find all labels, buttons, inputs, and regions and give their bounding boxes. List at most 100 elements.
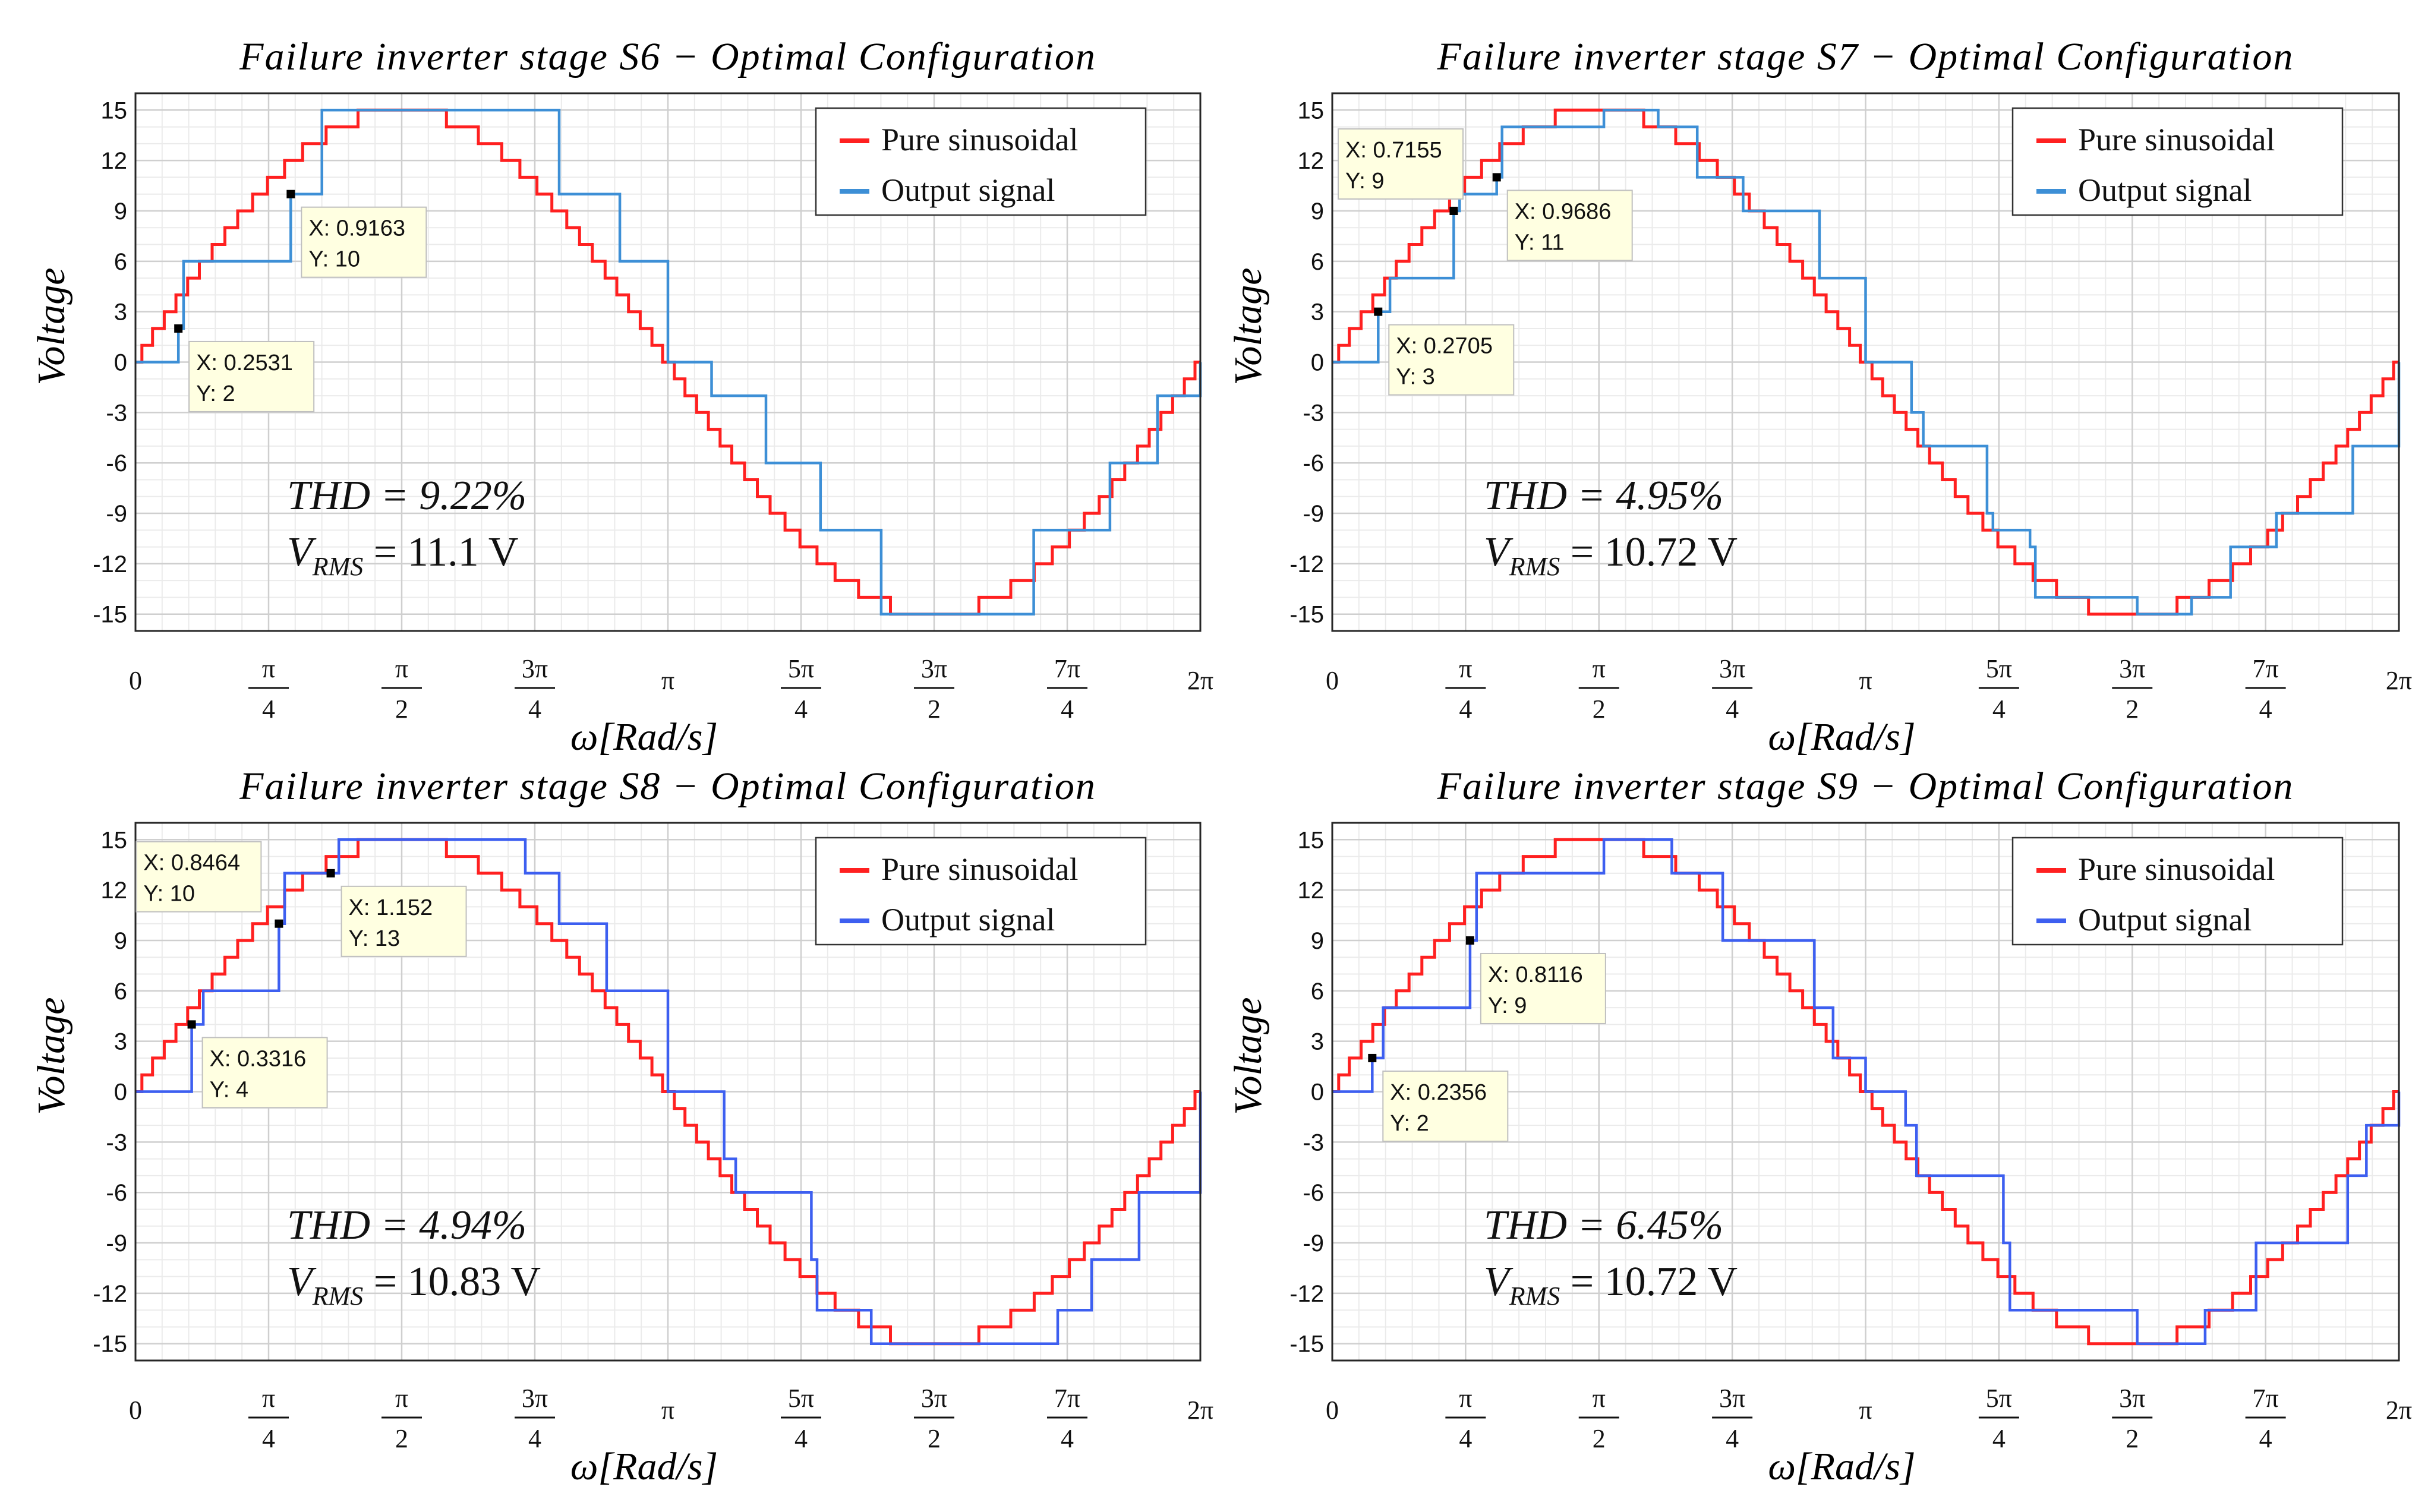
datatip-marker	[275, 919, 283, 928]
datatip[interactable]: X: 0.9686 Y: 11	[1492, 173, 1633, 261]
legend-box	[2011, 837, 2344, 946]
x-tick-label: 0	[1326, 1396, 1339, 1425]
datatip[interactable]: X: 1.152 Y: 13	[326, 869, 467, 957]
legend-entry: Pure sinusoidal	[881, 122, 1079, 157]
vrms-label: VRMS = 10.72 V	[1484, 1259, 1738, 1311]
datatip-y: Y: 2	[1390, 1111, 1429, 1136]
datatip-box	[1338, 128, 1464, 200]
y-tick-label: -9	[106, 1230, 127, 1257]
x-axis-label: ω[Rad/s]	[570, 1445, 718, 1488]
legend-entry: Pure sinusoidal	[2078, 122, 2275, 157]
x-tick-label: 4	[1459, 695, 1472, 724]
legend-box	[815, 837, 1147, 946]
chart-title: Failure inverter stage S8 − Optimal Conf…	[239, 765, 1096, 808]
y-axis-label: Voltage	[30, 268, 73, 386]
vrms-subscript: RMS	[312, 552, 364, 581]
annotation: THD = 6.45% VRMS = 10.72 V	[1484, 1202, 1738, 1311]
datatip-x: X: 0.3316	[210, 1046, 307, 1071]
datatip[interactable]: X: 0.9163 Y: 10	[286, 190, 427, 278]
datatip-x: X: 0.8116	[1488, 962, 1583, 987]
x-tick-label: π	[1593, 1384, 1606, 1413]
x-tick-label: 4	[1061, 695, 1074, 724]
y-tick-label: 9	[114, 198, 127, 225]
y-tick-label: -15	[1289, 602, 1324, 628]
datatip[interactable]: X: 0.8464 Y: 10	[135, 841, 283, 928]
y-tick-label: -3	[1303, 400, 1324, 426]
vrms-symbol: V	[287, 1259, 317, 1305]
y-tick-label: 15	[101, 827, 128, 853]
x-tick-label: 0	[129, 666, 142, 695]
y-tick-label: -12	[93, 1281, 127, 1307]
y-tick-label: -9	[1303, 1230, 1324, 1257]
datatip[interactable]: X: 0.3316 Y: 4	[187, 1020, 328, 1109]
y-axis-label: Voltage	[1226, 998, 1270, 1115]
x-tick-label: 2	[395, 695, 408, 724]
y-tick-label: 15	[1298, 827, 1325, 853]
y-tick-label: -6	[106, 450, 127, 476]
legend-entry: Output signal	[2078, 172, 2252, 208]
x-tick-label: 3π	[1719, 1384, 1745, 1413]
datatip-x: X: 0.8464	[143, 851, 240, 876]
y-tick-label: 6	[114, 249, 127, 275]
datatip[interactable]: X: 0.8116 Y: 9	[1465, 936, 1606, 1024]
datatip-marker	[1465, 936, 1474, 945]
y-tick-label: -15	[1289, 1331, 1324, 1358]
legend-entry: Output signal	[2078, 902, 2252, 937]
datatip[interactable]: X: 0.2356 Y: 2	[1368, 1053, 1509, 1142]
datatip-x: X: 0.2356	[1390, 1080, 1487, 1105]
datatip-box	[201, 1037, 328, 1109]
datatip-box	[301, 206, 427, 278]
vrms-symbol: V	[287, 529, 317, 575]
x-tick-label: π	[1459, 1384, 1472, 1413]
x-tick-label: 3π	[921, 1384, 947, 1413]
datatip[interactable]: X: 0.7155 Y: 9	[1338, 128, 1464, 215]
x-tick-label: 2π	[1187, 666, 1213, 695]
datatip-box	[1382, 1070, 1509, 1142]
x-tick-label: 5π	[788, 1384, 814, 1413]
annotation: THD = 4.94% VRMS = 10.83 V	[287, 1202, 541, 1311]
datatip-y: Y: 3	[1396, 365, 1435, 390]
y-tick-label: -12	[1289, 551, 1324, 577]
y-tick-label: 9	[114, 928, 127, 954]
datatip-box	[1506, 190, 1633, 261]
x-tick-label: 4	[262, 695, 275, 724]
x-tick-label: 4	[2259, 695, 2272, 724]
y-tick-label: 0	[114, 1079, 127, 1106]
datatip-x: X: 0.2531	[196, 351, 293, 375]
x-tick-label: π	[1593, 654, 1606, 683]
y-tick-label: 12	[1298, 148, 1325, 174]
datatip-marker	[1449, 206, 1458, 215]
x-tick-label: 2π	[1187, 1396, 1213, 1425]
x-tick-label: 4	[1459, 1424, 1472, 1453]
datatip-marker	[286, 190, 295, 198]
datatip-y: Y: 10	[143, 882, 195, 907]
thd-label: THD = 9.22%	[287, 473, 526, 519]
legend: Pure sinusoidal Output signal	[2011, 837, 2344, 946]
legend-entry: Pure sinusoidal	[881, 851, 1079, 887]
x-tick-label: 2	[2126, 695, 2139, 724]
y-tick-label: 3	[1311, 1029, 1324, 1055]
x-tick-label: 2π	[2386, 1396, 2412, 1425]
y-tick-label: 9	[1311, 928, 1324, 954]
x-tick-label: 0	[1326, 666, 1339, 695]
y-tick-label: 15	[101, 97, 128, 124]
chart-panel-2: 15 12 9 6 3 0 -3 -6 -9 -12 -15 0 π 4 π 2 3π 4 π 5π 4 3π 2 7π 4 2π…	[1226, 35, 2412, 759]
vrms-symbol: V	[1484, 1259, 1514, 1305]
x-tick-label: 4	[528, 1424, 541, 1453]
annotation: THD = 4.95% VRMS = 10.72 V	[1484, 473, 1738, 581]
x-tick-label: 3π	[2119, 654, 2145, 683]
datatip[interactable]: X: 0.2531 Y: 2	[174, 324, 315, 412]
datatip-y: Y: 4	[210, 1077, 249, 1102]
y-tick-label: -3	[1303, 1129, 1324, 1156]
datatip[interactable]: X: 0.2705 Y: 3	[1374, 307, 1515, 396]
x-tick-label: 4	[528, 695, 541, 724]
x-tick-label: 4	[1061, 1424, 1074, 1453]
x-tick-label: 4	[2259, 1424, 2272, 1453]
thd-label: THD = 4.94%	[287, 1202, 526, 1248]
y-tick-label: -12	[93, 551, 127, 577]
vrms-symbol: V	[1484, 529, 1514, 575]
datatip-y: Y: 11	[1515, 230, 1565, 255]
datatip-x: X: 0.9686	[1515, 199, 1612, 224]
x-tick-label: π	[1859, 666, 1872, 695]
vrms-subscript: RMS	[1509, 1281, 1560, 1311]
